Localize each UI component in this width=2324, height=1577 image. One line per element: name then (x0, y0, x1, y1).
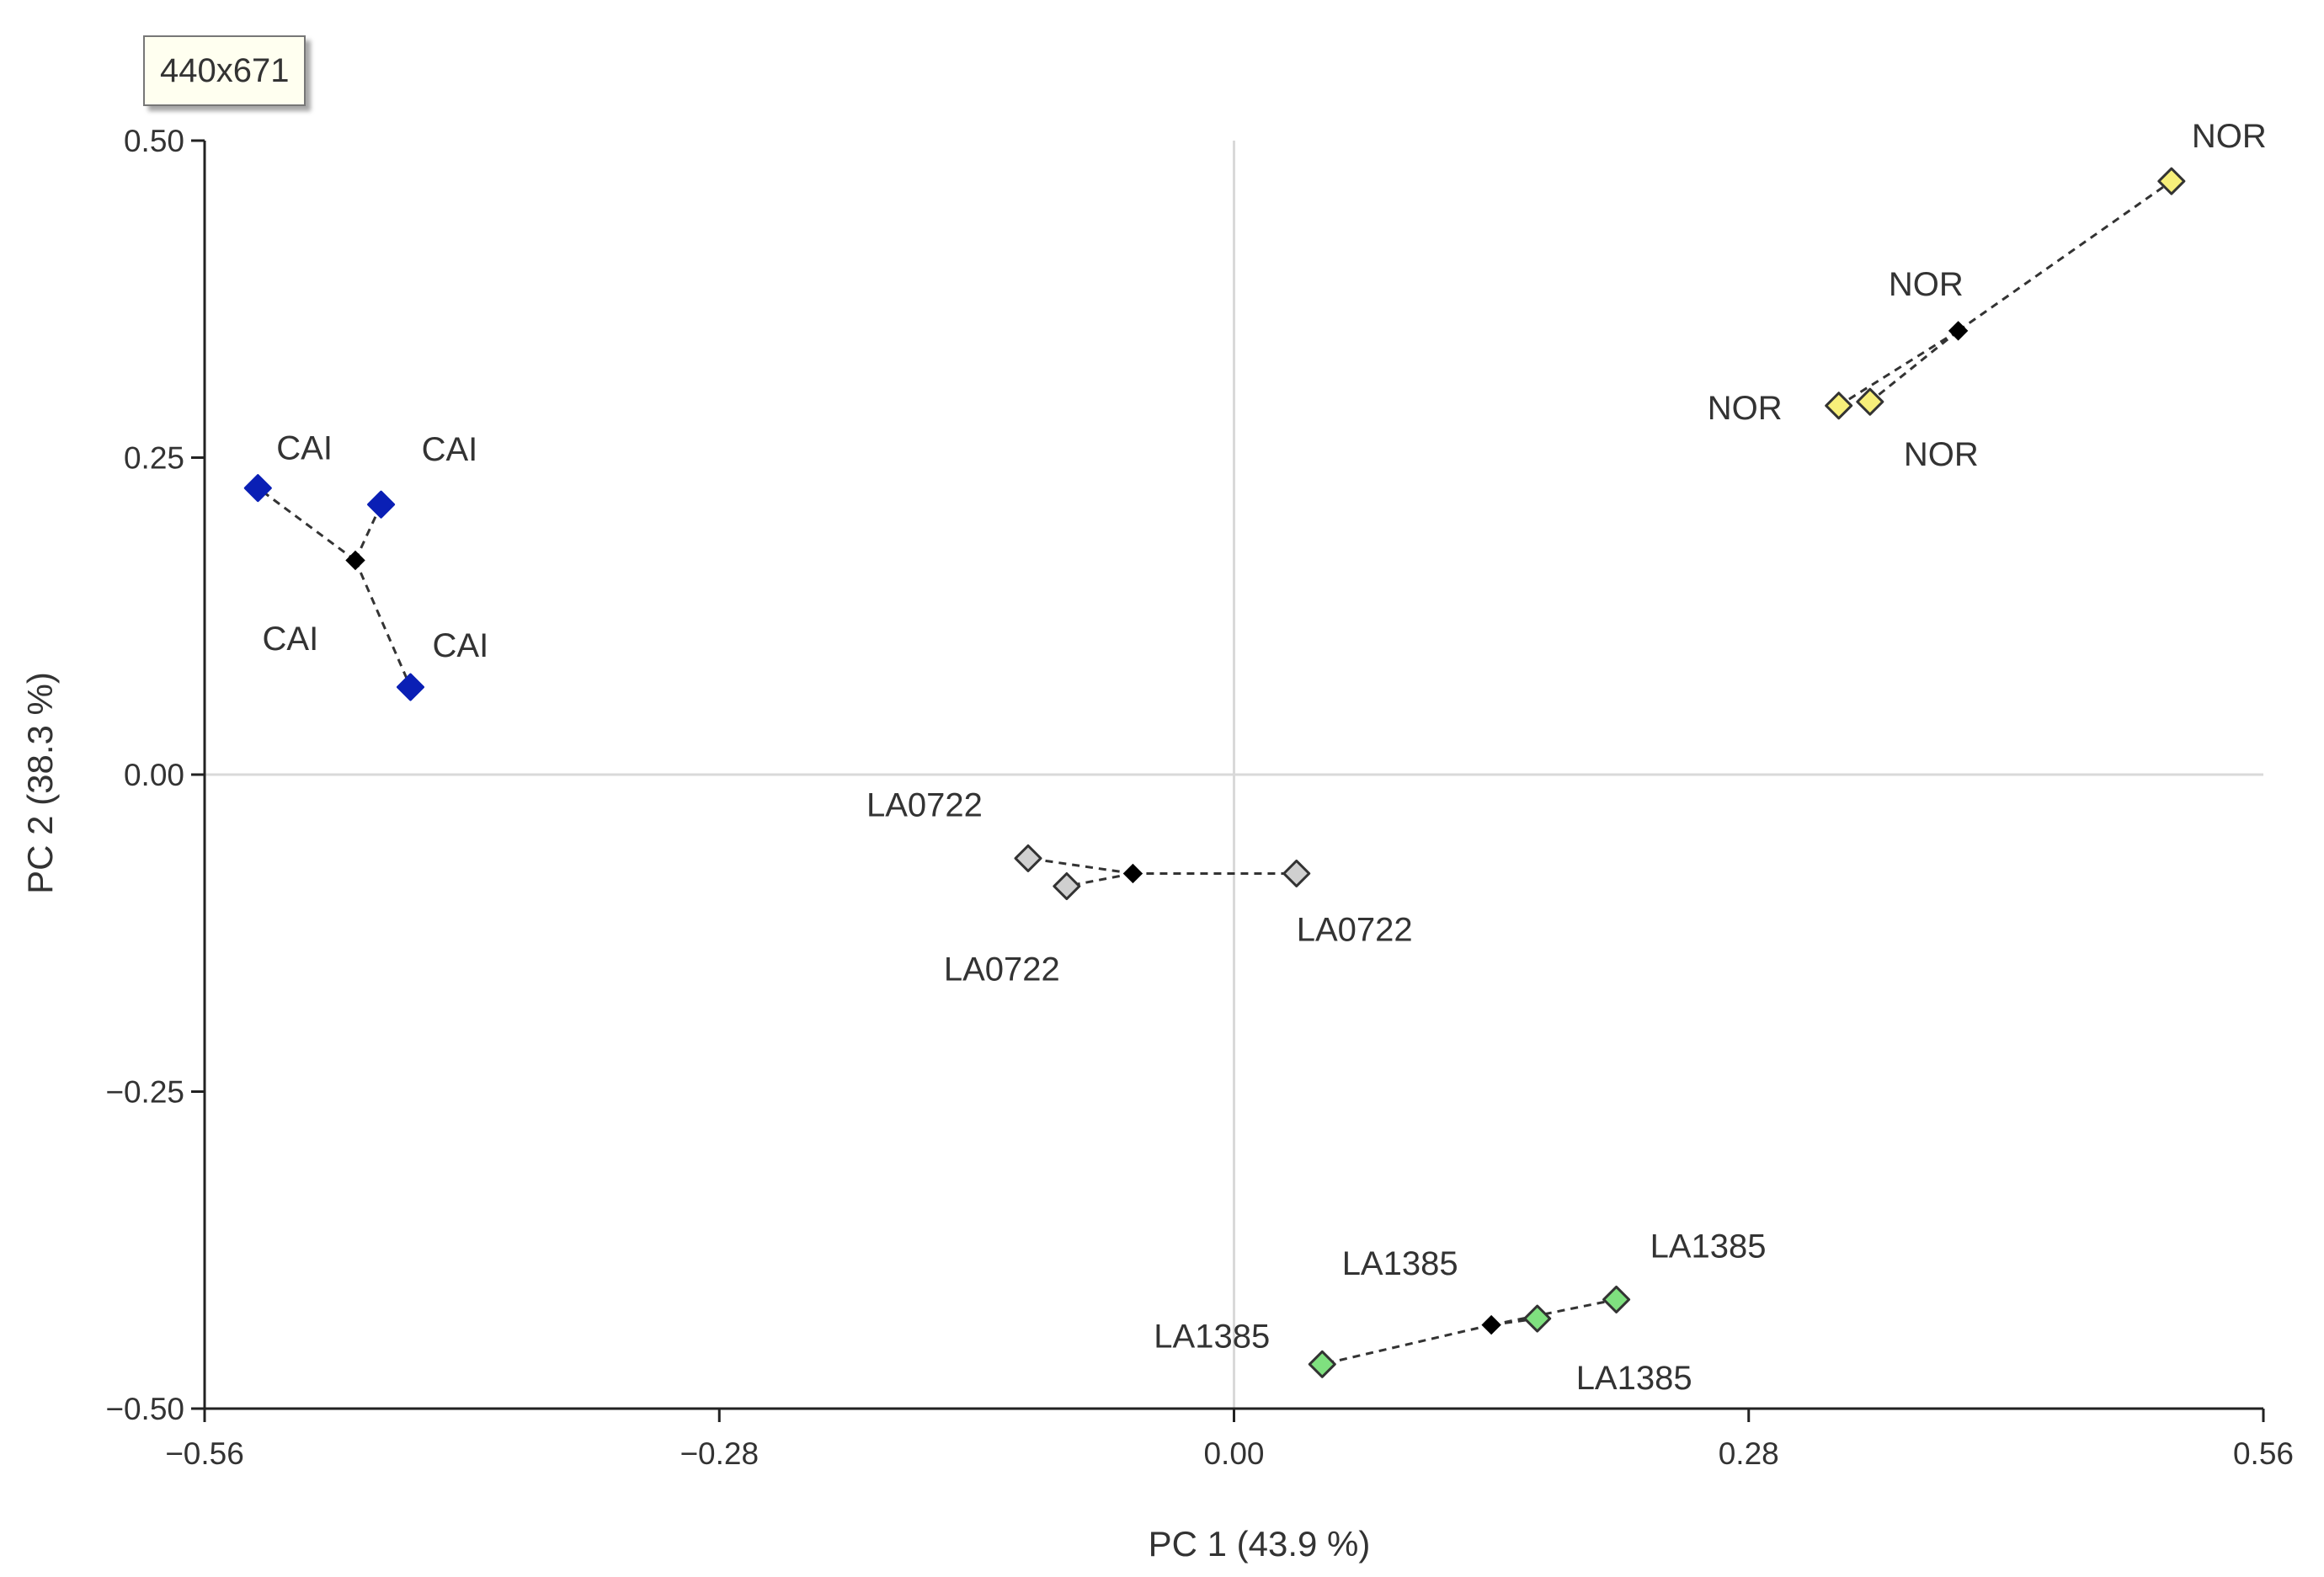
connector-la0722 (1027, 856, 1133, 875)
group-connectors (257, 179, 2172, 1366)
point-cai (367, 490, 396, 519)
point-nor (1825, 392, 1853, 420)
x-tick-label: 0.28 (1719, 1436, 1779, 1471)
point-la1385 (1308, 1350, 1336, 1378)
y-tick-label: 0.00 (124, 758, 184, 792)
point-cai (397, 673, 424, 701)
centroid-nor (1948, 321, 1969, 341)
label-nor: NOR (2192, 118, 2267, 155)
connector-cai (354, 503, 382, 562)
y-tick-label: 0.50 (124, 124, 184, 158)
centroid-la1385 (1481, 1314, 1501, 1335)
zero-lines (205, 141, 2263, 1409)
point-nor (2157, 167, 2186, 195)
point-la1385 (1523, 1304, 1552, 1333)
y-tick-label: −0.50 (105, 1392, 184, 1426)
point-la0722 (1053, 872, 1081, 901)
connector-la1385 (1321, 1324, 1492, 1366)
connector-nor (1837, 329, 1959, 408)
point-la1385 (1602, 1285, 1631, 1313)
y-tick-label: 0.25 (124, 441, 184, 476)
x-axis-title: PC 1 (43.9 %) (1149, 1524, 1371, 1564)
centroid-la0722 (1122, 863, 1143, 884)
label-la0722: LA0722 (1297, 911, 1413, 948)
connector-nor (1957, 179, 2172, 333)
label-nor: NOR (1889, 266, 1964, 303)
x-tick-label: −0.28 (680, 1436, 759, 1471)
point-la0722 (1014, 844, 1042, 872)
point-cai (243, 474, 272, 503)
x-tick-label: 0.00 (1203, 1436, 1264, 1471)
label-nor: NOR (1708, 390, 1783, 427)
label-la1385: LA1385 (1342, 1245, 1458, 1282)
connector-nor (1868, 329, 1959, 403)
connector-la1385 (1490, 1298, 1617, 1327)
label-nor: NOR (1904, 436, 1979, 473)
label-la0722: LA0722 (866, 786, 983, 823)
x-tick-label: 0.56 (2233, 1436, 2294, 1471)
label-la0722: LA0722 (944, 951, 1060, 988)
label-cai: CAI (433, 627, 489, 664)
connector-cai (354, 559, 412, 688)
point-nor (1856, 387, 1884, 416)
label-cai: CAI (422, 431, 478, 468)
label-cai: CAI (263, 621, 319, 658)
label-la1385: LA1385 (1650, 1228, 1767, 1265)
connector-cai (257, 487, 356, 562)
point-la0722 (1282, 859, 1311, 887)
label-cai: CAI (276, 430, 333, 467)
point-labels: CAI CAI CAI CAI NOR NOR NOR NOR LA0722 LA0722 LA07… (263, 118, 2267, 1397)
label-la1385: LA1385 (1576, 1360, 1692, 1397)
ticks: −0.56 −0.28 0.00 0.28 0.56 0.50 0.25 0.00 −0.25 −… (105, 124, 2294, 1471)
y-tick-label: −0.25 (105, 1075, 184, 1110)
data-points (243, 167, 2186, 1378)
label-la1385: LA1385 (1154, 1318, 1270, 1355)
centroid-cai (345, 550, 365, 571)
size-tooltip: 440x671 (143, 35, 306, 106)
y-axis-title: PC 2 (38.3 %) (20, 672, 60, 894)
x-tick-label: −0.56 (165, 1436, 244, 1471)
